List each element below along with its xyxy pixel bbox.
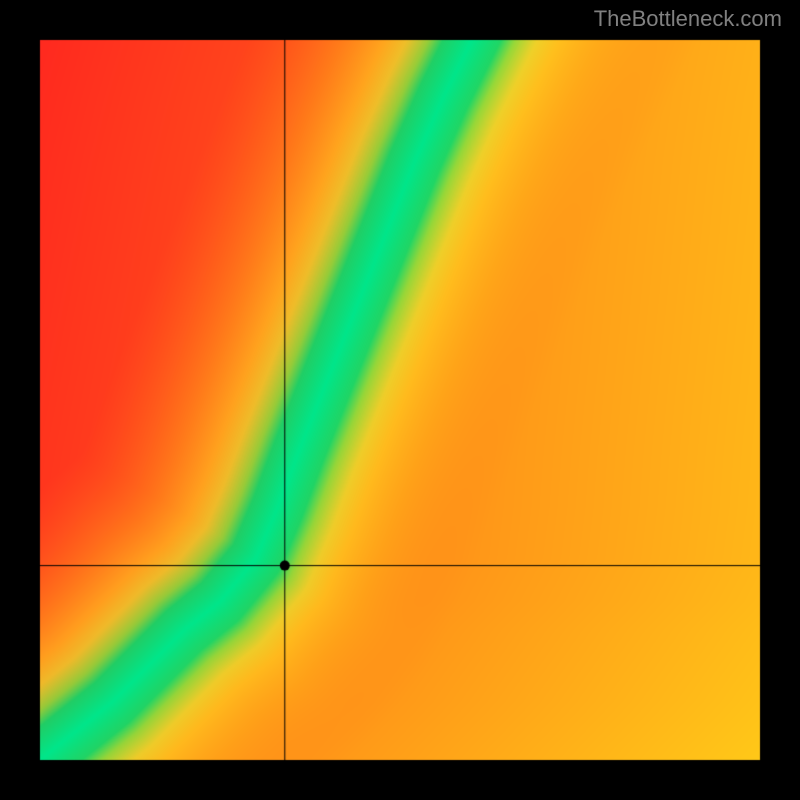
chart-container: TheBottleneck.com [0, 0, 800, 800]
bottleneck-heatmap [0, 0, 800, 800]
watermark-text: TheBottleneck.com [594, 6, 782, 32]
